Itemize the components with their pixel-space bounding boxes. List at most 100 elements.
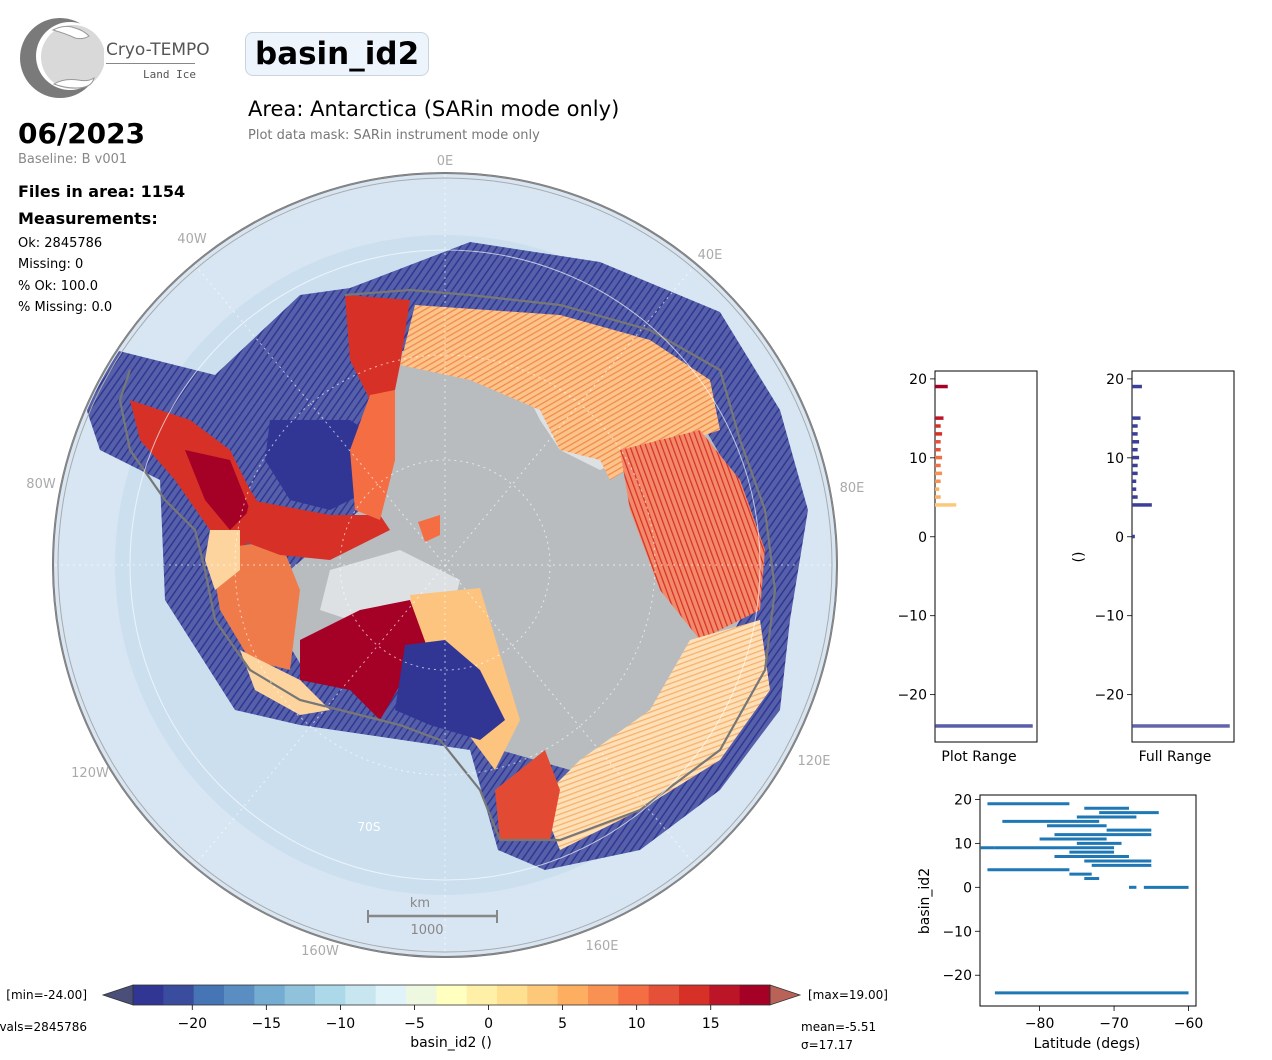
histogram-bar — [1132, 455, 1140, 460]
histogram-bar — [935, 724, 1033, 728]
scatter-xtick-label: −80 — [1025, 1016, 1055, 1032]
lat-label-70s: 70S — [358, 820, 381, 834]
basin-dronning-red — [345, 295, 410, 400]
histogram-ytick-label: −20 — [897, 688, 927, 704]
histogram-ytick-label: 0 — [918, 530, 927, 546]
scatter-ytick-label: 0 — [963, 880, 972, 896]
colorbar-min-label: [min=-24.00] — [6, 988, 87, 1002]
scale-bar-value: 1000 — [410, 923, 443, 938]
histogram-ytick-label: 10 — [909, 451, 927, 467]
scale-bar-unit: km — [410, 896, 430, 911]
histogram-full-range-yticks: 20 10 0 −10 −20 — [1094, 372, 1132, 704]
histogram-ytick-label: −10 — [897, 609, 927, 625]
scatter-xtick-label: −60 — [1174, 1016, 1204, 1032]
lon-label-40w: 40W — [177, 232, 207, 247]
colorbar-mean-label: mean=-5.51 — [801, 1020, 876, 1034]
colorbar-swatches — [133, 985, 771, 1005]
histogram-plot-range-bars — [935, 384, 1033, 728]
lon-label-0e: 0E — [437, 154, 454, 169]
histogram-bar — [1132, 463, 1138, 468]
histogram-full-range: 20 10 0 −10 −20 () Full Range — [1071, 370, 1235, 765]
logo-divider — [106, 63, 195, 64]
basin-wilkes-red — [495, 750, 560, 840]
colorbar-swatch — [315, 985, 346, 1005]
histogram-bar — [1132, 471, 1138, 476]
basin-peninsula-darkred — [185, 450, 250, 530]
colorbar-label: basin_id2 () — [410, 1035, 492, 1051]
colorbar-swatch — [436, 985, 468, 1005]
histogram-bar — [1132, 416, 1141, 420]
histogram-bar — [1132, 495, 1138, 499]
colorbar-swatch — [193, 985, 225, 1005]
stat-pct-missing: % Missing: 0.0 — [18, 300, 113, 315]
scatter-latitude-ylabel: basin_id2 — [917, 868, 933, 934]
histogram-bar — [1132, 384, 1142, 389]
histogram-plot-range: 20 10 0 −10 −20 Plot Range — [897, 370, 1038, 765]
scatter-ytick-label: −10 — [942, 924, 972, 940]
histogram-ytick-label: 0 — [1115, 530, 1124, 546]
colorbar-swatch — [133, 985, 164, 1005]
histogram-bar — [935, 455, 943, 460]
histogram-full-range-label: Full Range — [1139, 749, 1212, 765]
lon-label-40e: 40E — [698, 248, 723, 263]
histogram-ytick-label: 20 — [909, 372, 927, 388]
histogram-ytick-label: 20 — [1106, 372, 1124, 388]
stat-ok: Ok: 2845786 — [18, 236, 103, 251]
baseline-label: Baseline: B v001 — [18, 152, 128, 167]
scatter-ytick-label: −20 — [942, 968, 972, 984]
colorbar-tick-label: −15 — [252, 1016, 282, 1032]
basin-ross-darkred — [300, 600, 430, 720]
histogram-plot-range-yticks: 20 10 0 −10 −20 — [897, 372, 935, 704]
histogram-bar — [1132, 432, 1138, 436]
histogram-plot-range-label: Plot Range — [941, 749, 1016, 765]
histogram-bar — [935, 487, 940, 491]
logo-title: Cryo-TEMPO — [106, 40, 210, 60]
logo-subtitle: Land Ice — [143, 68, 196, 81]
histogram-bar — [1132, 503, 1152, 507]
histogram-bar — [935, 463, 941, 468]
lon-label-80e: 80E — [840, 481, 865, 496]
colorbar-max-extend — [769, 984, 802, 1006]
lon-label-80w: 80W — [26, 477, 56, 492]
histogram-ytick-label: 10 — [1106, 451, 1124, 467]
colorbar-swatch — [163, 985, 195, 1005]
graticule — [55, 175, 835, 955]
histogram-bar — [1132, 724, 1230, 728]
colorbar-nvals-label: nvals=2845786 — [0, 1020, 87, 1034]
colorbar-swatch — [345, 985, 377, 1005]
histogram-bar — [935, 416, 944, 420]
lon-label-120e: 120E — [797, 754, 830, 769]
basin-east-lower — [540, 620, 770, 850]
histogram-bar — [935, 503, 957, 507]
basin-small-orange — [418, 515, 440, 542]
colorbar-ticks: −20 −15 −10 −5 0 5 10 15 — [177, 1005, 720, 1032]
scatter-ytick-label: 20 — [954, 792, 972, 808]
area-title: Area: Antarctica (SARin mode only) — [248, 97, 620, 121]
stat-missing: Missing: 0 — [18, 257, 84, 272]
lon-label-160w: 160W — [301, 944, 339, 959]
histogram-bar — [935, 440, 941, 444]
scatter-latitude-xticks: −80 −70 −60 — [1025, 1006, 1204, 1032]
colorbar-sigma-label: σ=17.17 — [801, 1038, 853, 1052]
polar-map: 0E 40E 80E 120E 160E 160W 120W 80W 40W 7… — [26, 154, 865, 959]
colorbar-tick-label: 5 — [558, 1016, 567, 1032]
stat-pct-ok: % Ok: 100.0 — [18, 279, 98, 294]
colorbar-tick-label: 15 — [702, 1016, 720, 1032]
lon-label-120w: 120W — [71, 766, 109, 781]
basin-west-blue — [265, 420, 380, 510]
histogram-bar — [935, 424, 941, 428]
scatter-latitude: 20 10 0 −10 −20 −80 −70 −60 basin_id2 Latitude… — [917, 792, 1204, 1052]
histogram-bar — [935, 384, 948, 389]
basin-dronning-orange — [350, 390, 395, 520]
scatter-latitude-points — [980, 802, 1189, 995]
histogram-bar — [1132, 479, 1137, 484]
parameter-title: basin_id2 — [245, 32, 430, 76]
basin-ross-blue — [395, 640, 505, 740]
colorbar-swatch — [739, 985, 771, 1005]
basin-west-red — [240, 500, 390, 560]
colorbar-min-extend — [101, 984, 134, 1006]
colorbar-swatch — [648, 985, 680, 1005]
colorbar-swatch — [406, 985, 437, 1005]
histogram-ytick-label: −20 — [1094, 688, 1124, 704]
date-label: 06/2023 — [18, 117, 146, 150]
